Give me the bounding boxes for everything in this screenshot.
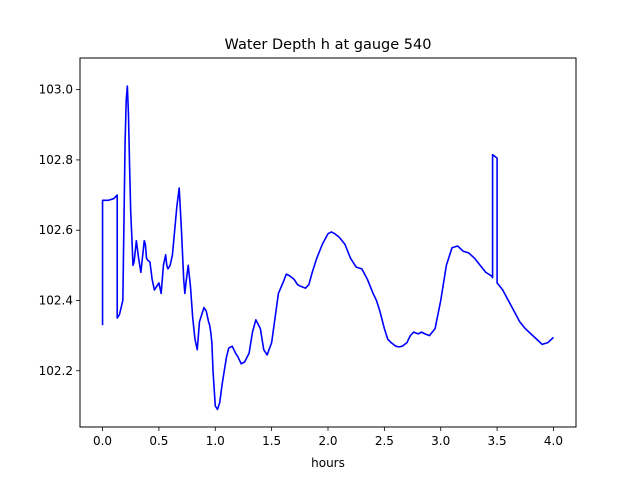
x-tick-label: 2.5 <box>375 434 394 448</box>
chart-title: Water Depth h at gauge 540 <box>225 37 432 53</box>
x-tick-label: 0.5 <box>149 434 168 448</box>
y-tick-label: 102.6 <box>39 223 73 237</box>
x-tick-label: 3.5 <box>488 434 507 448</box>
x-tick-label: 0.0 <box>93 434 112 448</box>
y-tick-label: 102.2 <box>39 364 73 378</box>
series-line-group <box>101 85 554 411</box>
series-line-0 <box>101 85 554 411</box>
x-tick-label: 2.0 <box>318 434 337 448</box>
x-tick-label: 4.0 <box>544 434 563 448</box>
x-tick-label: 3.0 <box>431 434 450 448</box>
x-tick-label: 1.5 <box>262 434 281 448</box>
y-tick-label: 102.8 <box>39 153 73 167</box>
x-axis-ticks: 0.0 0.5 1.0 1.5 2.0 2.5 3.0 3.5 4.0 <box>93 427 563 448</box>
x-tick-label: 1.0 <box>206 434 225 448</box>
x-axis-label: hours <box>311 456 345 470</box>
y-tick-label: 103.0 <box>39 83 73 97</box>
y-tick-label: 102.4 <box>39 293 73 307</box>
y-axis-ticks: 102.2 102.4 102.6 102.8 103.0 <box>39 83 80 378</box>
